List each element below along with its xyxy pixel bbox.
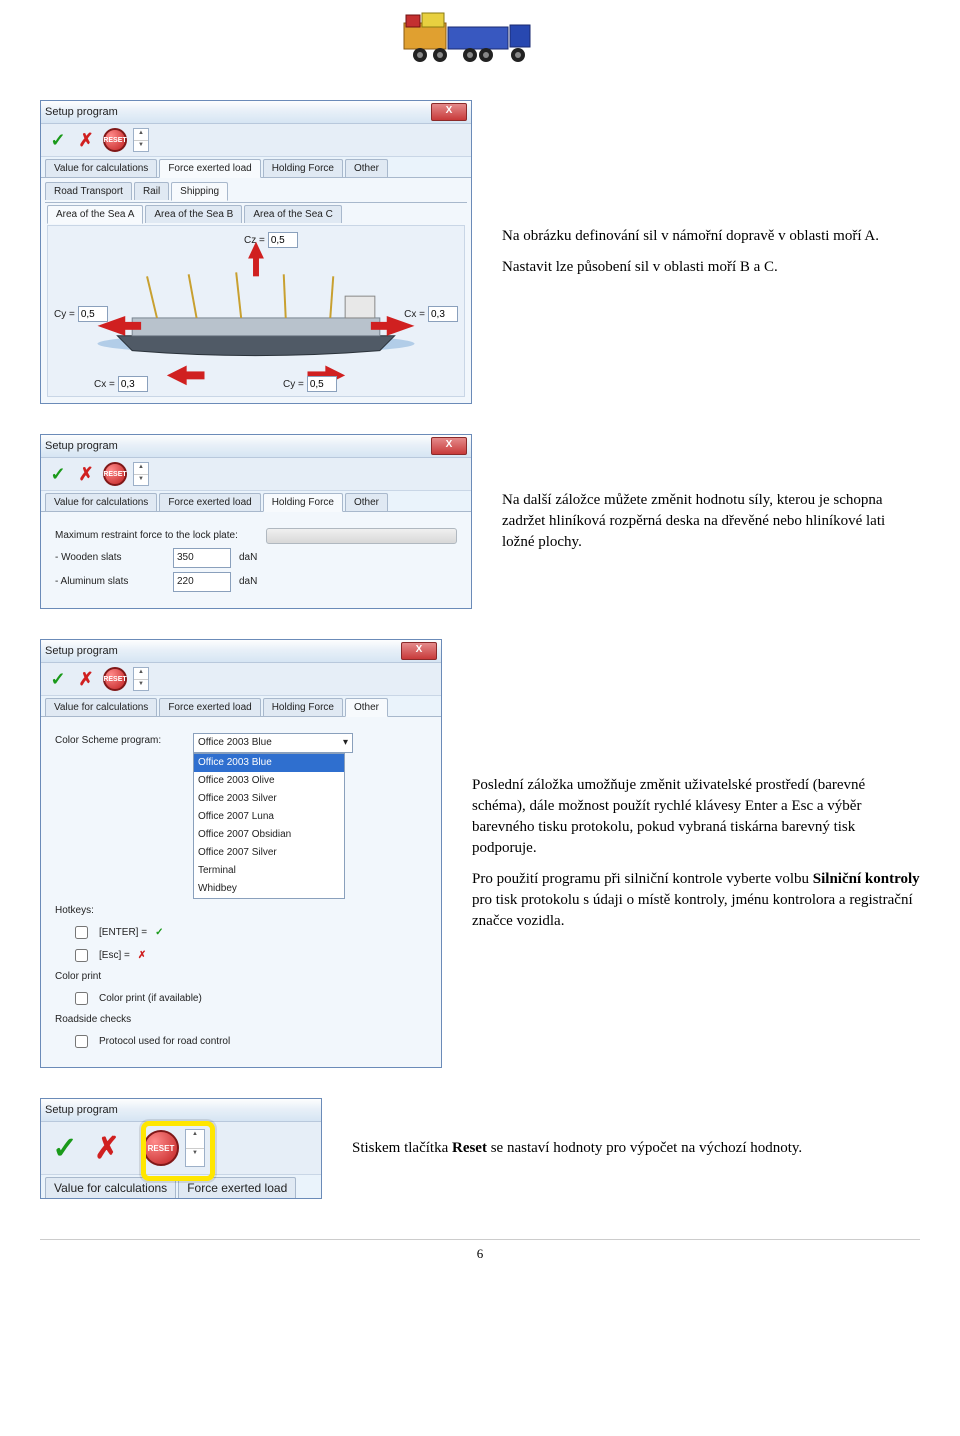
wooden-value[interactable]: 350 (173, 548, 231, 568)
tab-holding-force[interactable]: Holding Force (263, 159, 343, 177)
cancel-icon[interactable]: ✗ (75, 463, 97, 485)
aluminum-value[interactable]: 220 (173, 572, 231, 592)
roadside-label: Roadside checks (55, 1012, 427, 1028)
color-print-opt: Color print (if available) (99, 991, 202, 1007)
tab-value-calc[interactable]: Value for calculations (45, 159, 157, 177)
cz-input[interactable] (268, 232, 298, 248)
tab-holding-force[interactable]: Holding Force (263, 698, 343, 716)
roadside-opt: Protocol used for road control (99, 1034, 230, 1050)
cancel-icon[interactable]: ✗ (75, 668, 97, 690)
ok-icon[interactable]: ✓ (47, 129, 69, 151)
spinner[interactable]: ▲▼ (133, 462, 149, 486)
desc-text-4: Stiskem tlačítka Reset se nastaví hodnot… (352, 1128, 802, 1169)
coef-cy1: Cy = (54, 306, 108, 322)
wooden-unit: daN (239, 550, 257, 566)
tab-other[interactable]: Other (345, 493, 388, 511)
color-print-checkbox[interactable] (75, 992, 88, 1005)
hotkeys-label: Hotkeys: (55, 903, 427, 919)
esc-hotkey-checkbox[interactable] (75, 949, 88, 962)
reset-highlight (141, 1121, 215, 1181)
scheme-opt[interactable]: Office 2003 Silver (194, 790, 344, 808)
setup-window-reset-crop: Setup program ✓ ✗ RESET ▲▼ Value for cal… (40, 1098, 322, 1199)
cx1-input[interactable] (428, 306, 458, 322)
tab-road[interactable]: Road Transport (45, 182, 132, 200)
ok-icon[interactable]: ✓ (47, 463, 69, 485)
page-number: 6 (40, 1239, 920, 1262)
spinner[interactable]: ▲▼ (133, 667, 149, 691)
coef-cx2: Cx = (94, 376, 148, 392)
check-icon: ✓ (155, 925, 163, 941)
coef-cx1: Cx = (404, 306, 458, 322)
tab-holding-force[interactable]: Holding Force (263, 493, 343, 512)
main-tabs: Value for calculations Force exerted loa… (41, 157, 471, 177)
esc-label: [Esc] = (99, 948, 130, 964)
color-scheme-list[interactable]: Office 2003 Blue Office 2003 Olive Offic… (193, 753, 345, 899)
tab-sea-c[interactable]: Area of the Sea C (244, 205, 342, 223)
setup-window-other: Setup program X ✓ ✗ RESET ▲▼ Value for c… (40, 639, 442, 1068)
window-title: Setup program (45, 440, 118, 452)
tab-value-calc[interactable]: Value for calculations (45, 698, 157, 716)
tab-shipping[interactable]: Shipping (171, 182, 228, 201)
tab-force-exerted[interactable]: Force exerted load (159, 159, 260, 178)
tab-other[interactable]: Other (345, 159, 388, 177)
setup-window-shipping: Setup program X ✓ ✗ RESET ▲▼ Value for c… (40, 100, 472, 404)
window-title: Setup program (45, 645, 118, 657)
toolbar: ✓ ✗ RESET ▲▼ (41, 124, 471, 157)
main-tabs: Value for calculations Force exerted loa… (41, 696, 441, 716)
scheme-opt[interactable]: Office 2003 Olive (194, 772, 344, 790)
close-button[interactable]: X (431, 437, 467, 455)
close-button[interactable]: X (401, 642, 437, 660)
cx2-input[interactable] (118, 376, 148, 392)
tab-sea-a[interactable]: Area of the Sea A (47, 205, 143, 224)
enter-hotkey-checkbox[interactable] (75, 926, 88, 939)
scheme-opt[interactable]: Office 2007 Obsidian (194, 826, 344, 844)
scheme-opt[interactable]: Terminal (194, 862, 344, 880)
main-tabs: Value for calculations Force exerted loa… (41, 491, 471, 511)
window-title: Setup program (45, 106, 118, 118)
coef-cz: Cz = (244, 232, 298, 248)
tab-force-exerted[interactable]: Force exerted load (159, 493, 260, 511)
max-restraint-label: Maximum restraint force to the lock plat… (55, 528, 238, 544)
setup-window-holding: Setup program X ✓ ✗ RESET ▲▼ Value for c… (40, 434, 472, 609)
reset-button[interactable]: RESET (103, 128, 127, 152)
aluminum-label: - Aluminum slats (55, 574, 165, 590)
header-illustration (400, 5, 920, 70)
scheme-opt[interactable]: Office 2007 Silver (194, 844, 344, 862)
scheme-opt[interactable]: Office 2003 Blue (194, 754, 344, 772)
cy2-input[interactable] (307, 376, 337, 392)
cancel-icon[interactable]: ✗ (75, 129, 97, 151)
enter-label: [ENTER] = (99, 925, 147, 941)
x-icon: ✗ (138, 948, 146, 964)
reset-button[interactable]: RESET (103, 462, 127, 486)
tab-other[interactable]: Other (345, 698, 388, 717)
ok-icon[interactable]: ✓ (47, 1130, 83, 1166)
desc-text-3: Poslední záložka umožňuje změnit uživate… (472, 765, 920, 942)
tab-value-calc[interactable]: Value for calculations (45, 493, 157, 511)
toolbar: ✓ ✗ RESET ▲▼ (41, 458, 471, 491)
reset-button[interactable]: RESET (103, 667, 127, 691)
aluminum-unit: daN (239, 574, 257, 590)
wooden-label: - Wooden slats (55, 550, 165, 566)
window-title: Setup program (45, 1104, 118, 1116)
ok-icon[interactable]: ✓ (47, 668, 69, 690)
tab-force-exerted[interactable]: Force exerted load (159, 698, 260, 716)
tab-sea-b[interactable]: Area of the Sea B (145, 205, 242, 223)
desc-text-2: Na další záložce můžete změnit hodnotu s… (502, 480, 920, 563)
coef-cy2: Cy = (283, 376, 337, 392)
cancel-icon[interactable]: ✗ (89, 1130, 125, 1166)
color-print-label: Color print (55, 969, 427, 985)
desc-text-1: Na obrázku definování sil v námořní dopr… (502, 216, 879, 288)
cy1-input[interactable] (78, 306, 108, 322)
toolbar: ✓ ✗ RESET ▲▼ (41, 663, 441, 696)
tab-rail[interactable]: Rail (134, 182, 169, 200)
color-scheme-label: Color Scheme program: (55, 733, 185, 749)
spinner[interactable]: ▲▼ (133, 128, 149, 152)
roadside-checkbox[interactable] (75, 1035, 88, 1048)
color-scheme-combo[interactable]: Office 2003 Blue▾ (193, 733, 353, 753)
scheme-opt[interactable]: Office 2007 Luna (194, 808, 344, 826)
lock-plate-bar (266, 528, 457, 544)
ship-diagram: Cz = Cy = Cx = Cx = (47, 225, 465, 397)
scheme-opt[interactable]: Whidbey (194, 880, 344, 898)
close-button[interactable]: X (431, 103, 467, 121)
